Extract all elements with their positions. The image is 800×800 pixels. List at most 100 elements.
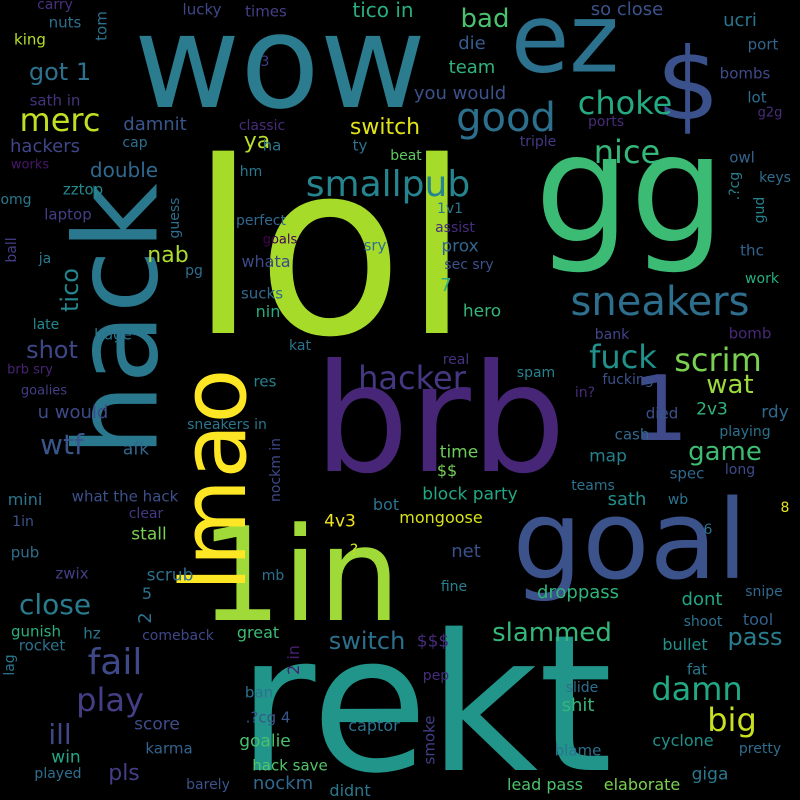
word-time: time bbox=[439, 442, 479, 463]
word-sry: sry bbox=[363, 236, 387, 255]
word-slammed: slammed bbox=[492, 618, 612, 648]
word-cg-4: .?cg 4 bbox=[245, 708, 291, 727]
word-choke: choke bbox=[577, 84, 673, 122]
word-ball: ball bbox=[4, 237, 20, 263]
word-teams: teams bbox=[571, 478, 615, 494]
word-question: ? bbox=[349, 540, 359, 559]
word-in-q: in? bbox=[574, 385, 596, 401]
word-goalie: goalie bbox=[239, 731, 291, 752]
word-1v1: 1v1 bbox=[436, 201, 464, 217]
word-net: net bbox=[451, 541, 481, 562]
word-king: king bbox=[14, 30, 46, 49]
word-ports: ports bbox=[588, 114, 624, 130]
word-playing: playing bbox=[719, 424, 771, 440]
word-died: died bbox=[645, 404, 679, 423]
word-nin: nin bbox=[255, 302, 281, 321]
word-ja: ja bbox=[38, 251, 52, 267]
word-assist: assist bbox=[435, 220, 475, 236]
word-play: play bbox=[76, 681, 144, 719]
word-perfect: perfect bbox=[236, 213, 286, 229]
word-bomb: bomb bbox=[728, 324, 772, 343]
word-long: long bbox=[724, 462, 756, 478]
word-whata: whata bbox=[241, 252, 291, 271]
word-damn: damn bbox=[651, 670, 743, 708]
word-map: map bbox=[589, 446, 627, 467]
word-tom: tom bbox=[92, 11, 111, 41]
word-laptop: laptop bbox=[44, 205, 92, 224]
word-scrub: scrub bbox=[146, 565, 194, 586]
word-zztop: zztop bbox=[62, 180, 104, 199]
word-ty: ty bbox=[352, 136, 368, 155]
word-nice: nice bbox=[593, 133, 661, 171]
word-g2g: g2g bbox=[757, 105, 783, 121]
word-lag: lag bbox=[2, 654, 18, 676]
word-nuts: nuts bbox=[48, 13, 82, 32]
word-lead-pass: lead pass bbox=[507, 775, 583, 794]
word-clear: clear bbox=[128, 506, 164, 522]
word-ban: ban bbox=[244, 683, 274, 702]
word-wow: wow bbox=[133, 0, 427, 138]
word-bombs: bombs bbox=[719, 64, 771, 83]
word-huge: huge bbox=[94, 325, 132, 344]
word-real: real bbox=[442, 352, 470, 368]
word-double: double bbox=[89, 158, 159, 182]
word-ill: ill bbox=[48, 718, 72, 751]
word-pass: pass bbox=[727, 623, 783, 651]
word-got-1: got 1 bbox=[28, 58, 92, 86]
word-wb: wb bbox=[667, 492, 689, 508]
word-gg: gg bbox=[534, 103, 726, 277]
word-shot: shot bbox=[26, 336, 78, 364]
word-sec-sry: sec sry bbox=[444, 257, 494, 273]
word-ucri: ucri bbox=[723, 10, 757, 31]
word-lol: lol bbox=[189, 110, 471, 390]
word-u-would: u would bbox=[37, 402, 109, 423]
word-ha: ha bbox=[262, 136, 282, 155]
word-zwix: zwix bbox=[55, 564, 89, 583]
word-kat: kat bbox=[289, 338, 311, 354]
word-didnt: didnt bbox=[329, 781, 371, 800]
word-beat: beat bbox=[390, 148, 422, 164]
word-4v3: 4v3 bbox=[324, 511, 356, 532]
word-scrim: scrim bbox=[674, 341, 762, 379]
word-goalies: goalies bbox=[20, 383, 68, 399]
word-pretty: pretty bbox=[738, 741, 782, 757]
word-shit: shit bbox=[561, 695, 595, 716]
word-giga: giga bbox=[691, 764, 729, 785]
word-sneakers: sneakers bbox=[570, 279, 750, 325]
word-comeback: comeback bbox=[142, 628, 214, 644]
word-sath: sath bbox=[607, 489, 647, 510]
word-rdy: rdy bbox=[761, 402, 789, 423]
word-merc: merc bbox=[19, 101, 101, 139]
word-slide: slide bbox=[565, 680, 599, 696]
word-dollars-2: $$ bbox=[436, 461, 458, 480]
word-nab: nab bbox=[147, 243, 189, 268]
word-ya: ya bbox=[243, 129, 271, 154]
word-3: 3 bbox=[260, 54, 270, 70]
word-fat: fat bbox=[686, 660, 708, 679]
word-sath-in: sath in bbox=[29, 91, 81, 110]
word-cg: .?cg bbox=[727, 171, 743, 201]
word-fail: fail bbox=[87, 642, 143, 683]
word-cyclone: cyclone bbox=[652, 731, 714, 750]
word-1-big: 1 bbox=[631, 357, 689, 462]
word-close: close bbox=[18, 588, 92, 621]
word-goals: goals bbox=[262, 232, 298, 248]
word-so-close: so close bbox=[590, 0, 664, 20]
word-1in: 1in bbox=[199, 499, 401, 651]
word-smallpub: smallpub bbox=[305, 164, 471, 205]
word-1in-small: 1in bbox=[12, 514, 34, 530]
word-6: 6 bbox=[703, 522, 713, 538]
word-bullet: bullet bbox=[662, 635, 708, 654]
word-brb-sry: brb sry bbox=[7, 362, 53, 378]
word-cash: cash bbox=[614, 425, 650, 444]
word-elaborate: elaborate bbox=[603, 775, 681, 794]
word-prox: prox bbox=[441, 236, 479, 257]
word-port: port bbox=[747, 35, 779, 54]
word-great: great bbox=[236, 623, 280, 642]
word-lucky: lucky bbox=[182, 0, 222, 19]
word-pub: pub bbox=[10, 543, 40, 562]
word-wat: wat bbox=[706, 370, 754, 400]
word-barely: barely bbox=[186, 777, 230, 793]
word-tool: tool bbox=[742, 610, 774, 629]
word-nockm: nockm bbox=[252, 773, 314, 794]
